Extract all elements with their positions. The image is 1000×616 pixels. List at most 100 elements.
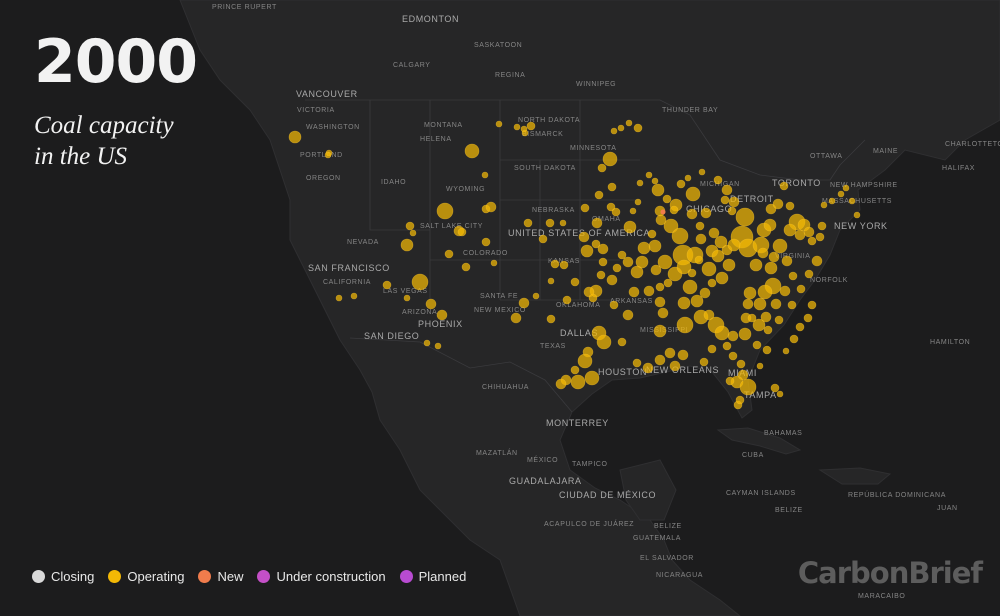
- coal-plant-marker[interactable]: [714, 235, 728, 249]
- coal-plant-marker[interactable]: [400, 238, 414, 252]
- coal-plant-marker[interactable]: [617, 250, 627, 260]
- coal-plant-marker[interactable]: [655, 282, 665, 292]
- coal-plant-marker[interactable]: [545, 218, 555, 228]
- coal-plant-marker[interactable]: [714, 325, 730, 341]
- coal-plant-marker[interactable]: [762, 345, 772, 355]
- coal-plant-marker[interactable]: [490, 259, 498, 267]
- coal-plant-marker[interactable]: [532, 292, 540, 300]
- coal-plant-marker[interactable]: [687, 268, 697, 278]
- coal-plant-marker[interactable]: [562, 295, 572, 305]
- coal-plant-marker[interactable]: [722, 258, 736, 272]
- coal-plant-marker[interactable]: [647, 229, 657, 239]
- coal-plant-marker[interactable]: [815, 232, 825, 242]
- coal-plant-marker[interactable]: [606, 274, 618, 286]
- coal-plant-marker[interactable]: [796, 284, 806, 294]
- coal-plant-marker[interactable]: [785, 201, 795, 211]
- coal-plant-marker[interactable]: [434, 342, 442, 350]
- coal-plant-marker[interactable]: [570, 374, 586, 390]
- coal-plant-marker[interactable]: [538, 234, 548, 244]
- coal-plant-marker[interactable]: [425, 298, 437, 310]
- coal-plant-marker[interactable]: [622, 256, 634, 268]
- coal-plant-marker[interactable]: [763, 325, 773, 335]
- coal-plant-marker[interactable]: [772, 238, 788, 254]
- coal-plant-marker[interactable]: [663, 218, 679, 234]
- coal-plant-marker[interactable]: [707, 278, 717, 288]
- coal-plant-marker[interactable]: [444, 249, 454, 259]
- coal-plant-marker[interactable]: [559, 260, 569, 270]
- coal-plant-marker[interactable]: [752, 318, 766, 332]
- coal-plant-marker[interactable]: [664, 347, 676, 359]
- coal-plant-marker[interactable]: [655, 214, 667, 226]
- coal-plant-marker[interactable]: [763, 218, 777, 232]
- coal-plant-marker[interactable]: [757, 247, 769, 259]
- coal-plant-marker[interactable]: [423, 339, 431, 347]
- coal-plant-new-marker[interactable]: [660, 209, 666, 215]
- coal-plant-marker[interactable]: [735, 395, 745, 405]
- coal-plant-marker[interactable]: [411, 273, 429, 291]
- coal-plant-marker[interactable]: [622, 309, 634, 321]
- coal-plant-marker[interactable]: [495, 120, 503, 128]
- coal-plant-marker[interactable]: [720, 195, 730, 205]
- coal-plant-marker[interactable]: [676, 316, 694, 334]
- coal-plant-marker[interactable]: [597, 163, 607, 173]
- coal-plant-marker[interactable]: [617, 337, 627, 347]
- coal-plant-marker[interactable]: [727, 330, 739, 342]
- coal-plant-marker[interactable]: [708, 227, 720, 239]
- coal-plant-marker[interactable]: [768, 251, 780, 263]
- coal-plant-marker[interactable]: [657, 254, 673, 270]
- coal-plant-marker[interactable]: [335, 294, 343, 302]
- coal-plant-marker[interactable]: [804, 269, 814, 279]
- coal-plant-marker[interactable]: [739, 378, 757, 396]
- coal-plant-marker[interactable]: [598, 257, 608, 267]
- coal-plant-marker[interactable]: [643, 285, 655, 297]
- coal-plant-marker[interactable]: [578, 231, 590, 243]
- coal-plant-marker[interactable]: [676, 259, 692, 275]
- coal-plant-marker[interactable]: [657, 307, 669, 319]
- coal-plant-marker[interactable]: [707, 344, 717, 354]
- coal-plant-marker[interactable]: [596, 334, 612, 350]
- coal-plant-marker[interactable]: [794, 229, 806, 241]
- coal-plant-marker[interactable]: [457, 227, 467, 237]
- coal-plant-marker[interactable]: [677, 349, 689, 361]
- coal-plant-marker[interactable]: [753, 297, 767, 311]
- coal-plant-marker[interactable]: [461, 262, 471, 272]
- coal-plant-marker[interactable]: [510, 312, 522, 324]
- coal-plant-marker[interactable]: [518, 297, 530, 309]
- coal-plant-marker[interactable]: [721, 184, 733, 196]
- coal-plant-marker[interactable]: [526, 121, 536, 131]
- coal-plant-marker[interactable]: [677, 296, 691, 310]
- coal-plant-marker[interactable]: [324, 151, 332, 159]
- coal-plant-marker[interactable]: [591, 217, 603, 229]
- coal-plant-marker[interactable]: [686, 208, 698, 220]
- coal-plant-marker[interactable]: [711, 249, 725, 263]
- coal-plant-marker[interactable]: [725, 376, 735, 386]
- coal-plant-marker[interactable]: [559, 219, 567, 227]
- coal-plant-marker[interactable]: [735, 207, 755, 227]
- coal-plant-marker[interactable]: [781, 255, 793, 267]
- coal-plant-marker[interactable]: [783, 223, 797, 237]
- coal-plant-marker[interactable]: [700, 207, 712, 219]
- coal-plant-marker[interactable]: [650, 264, 662, 276]
- coal-plant-marker[interactable]: [288, 130, 302, 144]
- coal-plant-marker[interactable]: [760, 311, 772, 323]
- coal-plant-marker[interactable]: [803, 226, 815, 238]
- coal-plant-marker[interactable]: [807, 300, 817, 310]
- coal-plant-marker[interactable]: [811, 255, 823, 267]
- coal-plant-marker[interactable]: [789, 334, 799, 344]
- coal-plant-marker[interactable]: [642, 362, 654, 374]
- coal-plant-marker[interactable]: [382, 280, 392, 290]
- coal-plant-marker[interactable]: [634, 198, 642, 206]
- coal-plant-marker[interactable]: [591, 239, 601, 249]
- coal-plant-marker[interactable]: [662, 194, 672, 204]
- coal-plant-marker[interactable]: [782, 347, 790, 355]
- coal-plant-marker[interactable]: [736, 359, 746, 369]
- coal-plant-marker[interactable]: [803, 313, 813, 323]
- coal-plant-marker[interactable]: [776, 390, 784, 398]
- coal-plant-marker[interactable]: [584, 370, 600, 386]
- coal-plant-marker[interactable]: [350, 292, 358, 300]
- coal-plant-marker[interactable]: [817, 221, 827, 231]
- coal-plant-marker[interactable]: [436, 309, 448, 321]
- legend-item-under-construction[interactable]: Under construction: [257, 569, 386, 584]
- coal-plant-marker[interactable]: [654, 296, 666, 308]
